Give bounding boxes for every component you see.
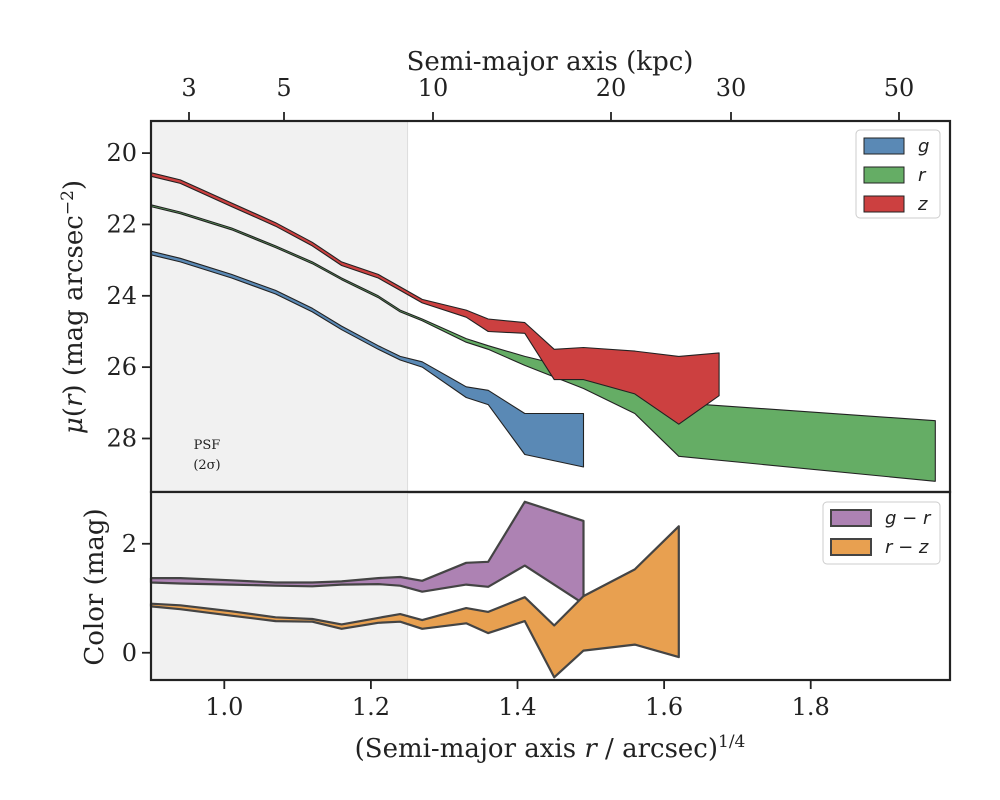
top-x-axis-title: Semi-major axis (kpc) [407,47,694,77]
top-x-tick-label: 10 [418,74,449,102]
band-z-area [150,172,720,425]
top-x-axis-ticks: 3 5 10 20 30 50 [181,74,914,121]
legend-swatch-r [863,166,905,184]
plot-frame [149,490,952,682]
color-panel: 02 1.0 1.2 1.4 1.6 1.8 Color (mag) (Semi-maj… [80,490,952,764]
x-axis-ticks: 1.0 1.2 1.4 1.6 1.8 [205,680,830,721]
top-x-tick-label: 50 [884,74,915,102]
psf-sigma-label: (2σ) [193,458,220,473]
y-tick-label: 22 [106,210,137,238]
color-bands [149,500,680,679]
legend-label-r: r [918,165,927,186]
legend-swatch-r-z [830,538,872,556]
y-axis-title: μ(r) (mag arcsec−2) [58,180,89,434]
top-x-tick-label: 20 [596,74,627,102]
psf-label: PSF [194,438,221,453]
y-tick-label: 24 [106,282,137,310]
surface-brightness-panel: 20 22 24 26 28 3 5 10 20 30 50 PSF (2σ) Semi-majo… [58,47,952,494]
y-tick-label: 0 [122,639,137,667]
band-g-area [150,250,585,468]
x-tick-label: 1.8 [792,693,830,721]
y-axis-title: Color (mag) [80,508,110,665]
band-r-area [150,204,936,482]
legend-label-z: z [917,194,928,215]
psf-shaded-region [151,121,408,492]
surface-brightness-bands [150,172,936,482]
legend-label-g: g [918,136,929,157]
y-tick-label: 2 [122,530,137,558]
y-tick-label: 20 [106,139,137,167]
y-axis-ticks: 20 22 24 26 28 [106,139,151,452]
y-tick-label: 28 [106,424,137,452]
top-x-tick-label: 30 [716,74,747,102]
band-r-z-area [149,525,680,679]
legend-label-g-r: g − r [885,508,932,529]
legend-label-r-z: r − z [885,537,929,558]
legend-swatch-g-r [830,509,872,527]
legend-swatch-g [863,137,905,155]
band-legend: grz [855,129,941,219]
x-axis-title: (Semi-major axis r / arcsec)1/4 [355,732,746,764]
x-tick-label: 1.0 [205,693,243,721]
top-x-tick-label: 5 [276,74,291,102]
top-x-tick-label: 3 [181,74,196,102]
y-axis-ticks: 02 [122,530,151,667]
x-tick-label: 1.2 [352,693,390,721]
legend-swatch-z [863,195,905,213]
x-tick-label: 1.6 [645,693,683,721]
color-legend: g − r r − z [822,501,941,565]
y-tick-label: 26 [106,353,137,381]
x-tick-label: 1.4 [498,693,536,721]
